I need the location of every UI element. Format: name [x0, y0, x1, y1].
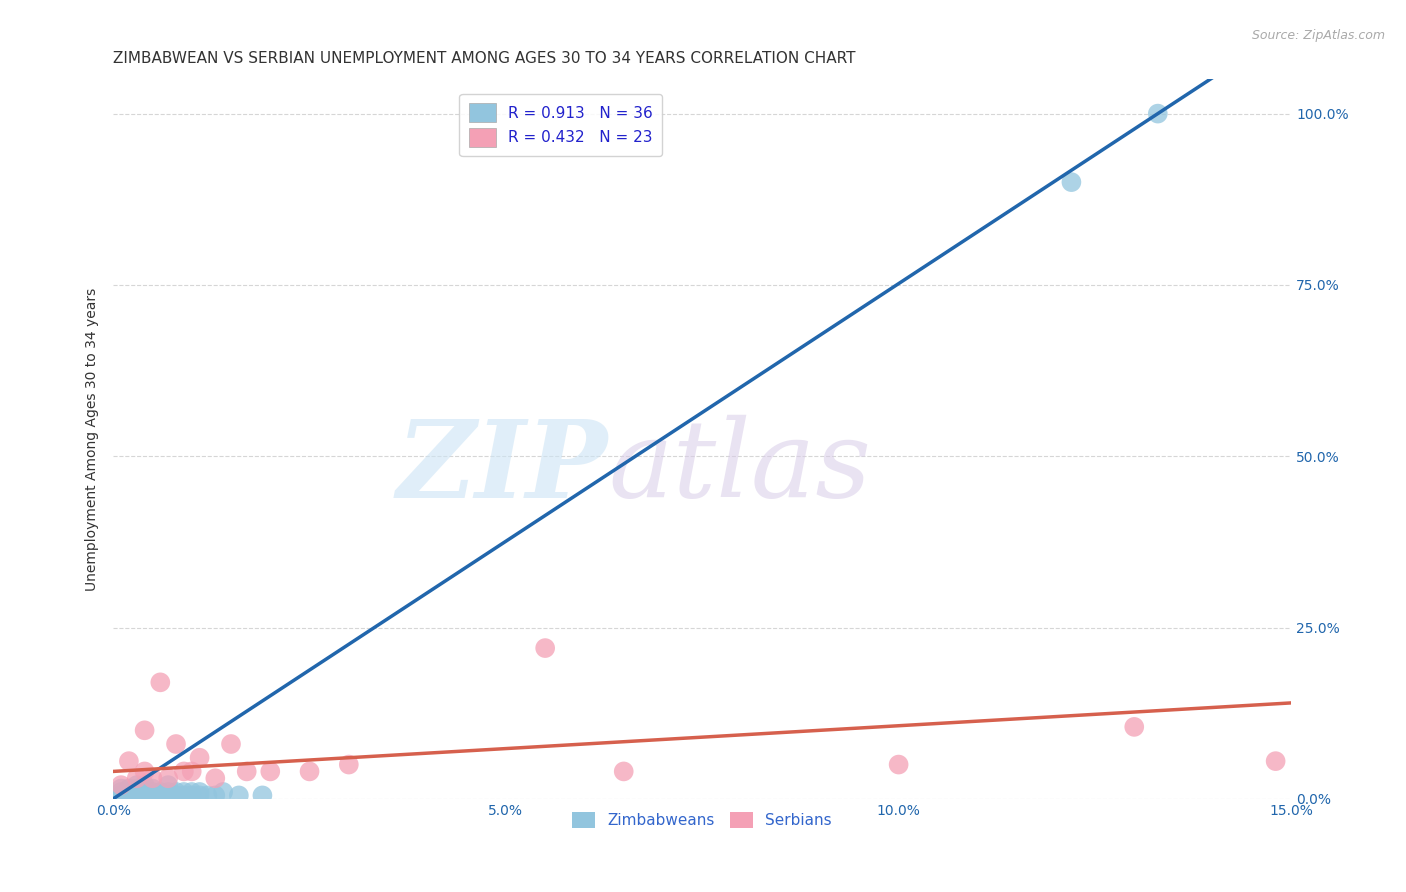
Point — [165, 789, 187, 803]
Point — [141, 772, 163, 786]
Point — [165, 785, 187, 799]
Point — [125, 781, 148, 796]
Point — [125, 772, 148, 786]
Point — [157, 789, 180, 803]
Point — [149, 785, 172, 799]
Point — [298, 764, 321, 779]
Legend: Zimbabweans, Serbians: Zimbabweans, Serbians — [567, 806, 838, 834]
Point — [110, 789, 132, 803]
Point — [173, 789, 195, 803]
Point — [134, 785, 156, 799]
Point — [1060, 175, 1083, 189]
Point — [141, 785, 163, 799]
Point — [173, 785, 195, 799]
Point — [1264, 754, 1286, 768]
Point — [1146, 106, 1168, 120]
Point — [149, 789, 172, 803]
Text: ZIMBABWEAN VS SERBIAN UNEMPLOYMENT AMONG AGES 30 TO 34 YEARS CORRELATION CHART: ZIMBABWEAN VS SERBIAN UNEMPLOYMENT AMONG… — [114, 51, 856, 66]
Point — [125, 789, 148, 803]
Point — [204, 789, 226, 803]
Point — [141, 789, 163, 803]
Point — [337, 757, 360, 772]
Point — [157, 778, 180, 792]
Point — [118, 781, 141, 796]
Point — [118, 789, 141, 803]
Point — [180, 764, 202, 779]
Point — [134, 764, 156, 779]
Text: Source: ZipAtlas.com: Source: ZipAtlas.com — [1251, 29, 1385, 42]
Y-axis label: Unemployment Among Ages 30 to 34 years: Unemployment Among Ages 30 to 34 years — [86, 287, 100, 591]
Point — [235, 764, 257, 779]
Point — [157, 772, 180, 786]
Point — [252, 789, 274, 803]
Point — [188, 750, 211, 764]
Point — [165, 737, 187, 751]
Point — [110, 785, 132, 799]
Point — [534, 641, 557, 656]
Text: ZIP: ZIP — [396, 415, 607, 521]
Point — [149, 675, 172, 690]
Point — [110, 778, 132, 792]
Point — [125, 785, 148, 799]
Point — [212, 785, 235, 799]
Point — [110, 781, 132, 796]
Point — [125, 778, 148, 792]
Point — [134, 789, 156, 803]
Point — [134, 723, 156, 738]
Text: atlas: atlas — [607, 416, 870, 521]
Point — [173, 764, 195, 779]
Point — [180, 789, 202, 803]
Point — [613, 764, 636, 779]
Point — [188, 789, 211, 803]
Point — [118, 754, 141, 768]
Point — [1123, 720, 1146, 734]
Point — [228, 789, 250, 803]
Point — [188, 785, 211, 799]
Point — [157, 785, 180, 799]
Point — [180, 785, 202, 799]
Point — [134, 778, 156, 792]
Point — [197, 789, 219, 803]
Point — [219, 737, 242, 751]
Point — [259, 764, 281, 779]
Point — [887, 757, 910, 772]
Point — [141, 781, 163, 796]
Point — [204, 772, 226, 786]
Point — [118, 785, 141, 799]
